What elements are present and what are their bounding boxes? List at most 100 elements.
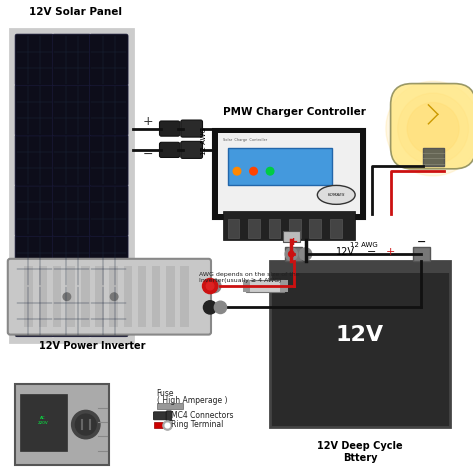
Circle shape	[206, 282, 214, 290]
Text: −: −	[143, 148, 153, 161]
Bar	[310, 218, 321, 238]
Circle shape	[233, 167, 241, 175]
FancyBboxPatch shape	[52, 285, 91, 337]
FancyBboxPatch shape	[8, 259, 211, 334]
FancyBboxPatch shape	[90, 34, 128, 86]
FancyBboxPatch shape	[90, 134, 128, 186]
Bar	[10, 29, 133, 342]
FancyBboxPatch shape	[52, 185, 91, 237]
Text: −: −	[367, 247, 376, 256]
Circle shape	[398, 93, 469, 164]
Bar	[218, 133, 360, 214]
FancyBboxPatch shape	[181, 142, 202, 158]
Circle shape	[202, 278, 218, 294]
Bar	[270, 261, 450, 273]
Circle shape	[203, 301, 217, 314]
Circle shape	[289, 251, 294, 257]
FancyBboxPatch shape	[15, 235, 54, 286]
Bar	[213, 129, 365, 219]
Text: KOMAES: KOMAES	[328, 193, 345, 197]
Text: 12V Power Inverter: 12V Power Inverter	[38, 342, 145, 352]
Text: −: −	[417, 237, 426, 247]
Text: PMW Charger Controller: PMW Charger Controller	[223, 107, 366, 117]
Circle shape	[214, 301, 227, 314]
Bar	[180, 266, 189, 327]
Circle shape	[407, 103, 459, 155]
Bar	[330, 218, 342, 238]
Bar	[228, 218, 239, 238]
Text: Ring Terminal: Ring Terminal	[171, 420, 223, 429]
Circle shape	[285, 248, 298, 260]
Bar	[19, 394, 67, 451]
Text: 12 AWG: 12 AWG	[201, 128, 207, 155]
Circle shape	[163, 421, 172, 430]
Bar	[268, 218, 280, 238]
Circle shape	[208, 279, 221, 293]
Text: AC
220V: AC 220V	[38, 416, 49, 425]
Circle shape	[211, 283, 218, 289]
Circle shape	[165, 423, 170, 428]
Text: ( High Amperage ): ( High Amperage )	[156, 397, 227, 405]
Text: 12V Deep Cycle
Bttery: 12V Deep Cycle Bttery	[317, 441, 403, 463]
FancyBboxPatch shape	[15, 34, 54, 86]
Bar	[223, 211, 355, 240]
Text: Solar  Charge  Controller: Solar Charge Controller	[223, 138, 267, 142]
FancyBboxPatch shape	[15, 84, 54, 136]
FancyBboxPatch shape	[15, 134, 54, 186]
Bar	[283, 231, 300, 242]
Text: +: +	[289, 237, 298, 247]
FancyBboxPatch shape	[90, 285, 128, 337]
Bar	[15, 384, 109, 465]
Text: 12V: 12V	[336, 324, 384, 344]
Bar	[155, 422, 164, 428]
FancyBboxPatch shape	[52, 235, 91, 286]
Bar	[156, 403, 182, 409]
Circle shape	[75, 414, 96, 435]
Bar	[243, 280, 250, 292]
FancyBboxPatch shape	[15, 185, 54, 237]
FancyBboxPatch shape	[52, 134, 91, 186]
FancyBboxPatch shape	[52, 34, 91, 86]
Circle shape	[110, 293, 118, 301]
Text: 12V: 12V	[336, 247, 355, 256]
Circle shape	[300, 248, 312, 260]
Circle shape	[63, 293, 71, 301]
FancyBboxPatch shape	[391, 84, 474, 169]
Text: 12 AWG: 12 AWG	[349, 242, 377, 247]
Text: Fuse: Fuse	[156, 390, 174, 399]
Bar	[289, 218, 301, 238]
Circle shape	[266, 167, 274, 175]
Circle shape	[250, 167, 257, 175]
Bar	[38, 266, 47, 327]
Circle shape	[72, 410, 100, 439]
Bar	[95, 266, 104, 327]
FancyBboxPatch shape	[159, 121, 180, 136]
Bar	[53, 266, 61, 327]
FancyBboxPatch shape	[90, 185, 128, 237]
FancyBboxPatch shape	[90, 235, 128, 286]
Bar	[152, 266, 160, 327]
Text: MC4 Connectors: MC4 Connectors	[171, 410, 233, 419]
FancyBboxPatch shape	[166, 411, 172, 421]
Bar	[138, 266, 146, 327]
Bar	[246, 280, 284, 292]
Bar	[81, 266, 90, 327]
FancyBboxPatch shape	[15, 285, 54, 337]
Bar	[285, 247, 302, 261]
FancyBboxPatch shape	[52, 84, 91, 136]
Bar	[109, 266, 118, 327]
Bar	[228, 148, 331, 185]
Bar	[248, 218, 260, 238]
Text: AWG depends on the size of the
Inverter(usually ≥ 4 AWG): AWG depends on the size of the Inverter(…	[199, 272, 300, 283]
Text: 12V Solar Panel: 12V Solar Panel	[29, 7, 122, 17]
Bar	[281, 280, 288, 292]
Ellipse shape	[318, 185, 355, 204]
Bar	[270, 261, 450, 427]
Bar	[423, 148, 444, 166]
Bar	[24, 266, 33, 327]
Text: +: +	[143, 115, 153, 128]
FancyBboxPatch shape	[159, 142, 180, 157]
Bar	[413, 247, 430, 261]
Text: +: +	[386, 247, 395, 256]
Circle shape	[386, 81, 474, 176]
